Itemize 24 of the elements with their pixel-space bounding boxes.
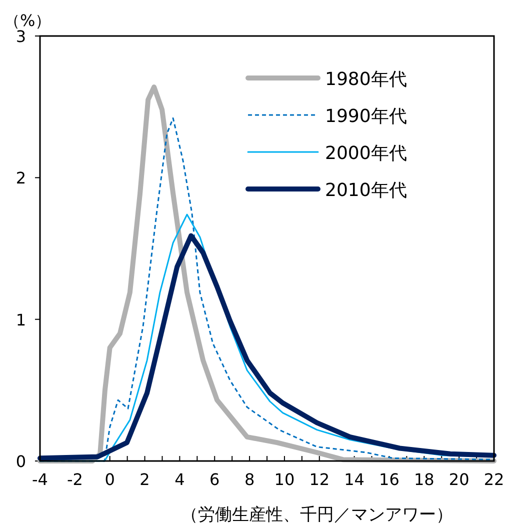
x-tick-label: 16 <box>379 470 400 489</box>
x-axis-title: （労働生産性、千円／マンアワー） <box>181 505 453 525</box>
legend-label: 1990年代 <box>325 106 407 127</box>
legend-label: 2010年代 <box>325 180 407 201</box>
x-tick-label: 20 <box>448 470 470 489</box>
x-tick-label: 4 <box>174 470 185 489</box>
x-tick-label: 6 <box>210 470 220 489</box>
x-tick-label: -4 <box>32 470 48 489</box>
x-tick-label: 10 <box>274 470 295 489</box>
y-tick-label: 0 <box>16 452 26 471</box>
x-tick-label: 22 <box>484 470 504 489</box>
x-tick-label: -2 <box>66 470 83 489</box>
x-tick-label: 14 <box>344 470 364 489</box>
x-tick-label: 18 <box>414 470 434 489</box>
x-tick-label: 0 <box>104 470 115 489</box>
y-tick-label: 3 <box>16 27 26 46</box>
x-tick-label: 12 <box>309 470 330 489</box>
y-axis-title: （%） <box>4 11 52 30</box>
legend-label: 1980年代 <box>325 69 407 90</box>
y-tick-label: 1 <box>16 310 26 330</box>
legend-label: 2000年代 <box>325 143 407 164</box>
x-tick-label: 8 <box>244 470 255 489</box>
y-tick-label: 2 <box>16 168 26 188</box>
x-tick-label: 2 <box>140 470 150 489</box>
